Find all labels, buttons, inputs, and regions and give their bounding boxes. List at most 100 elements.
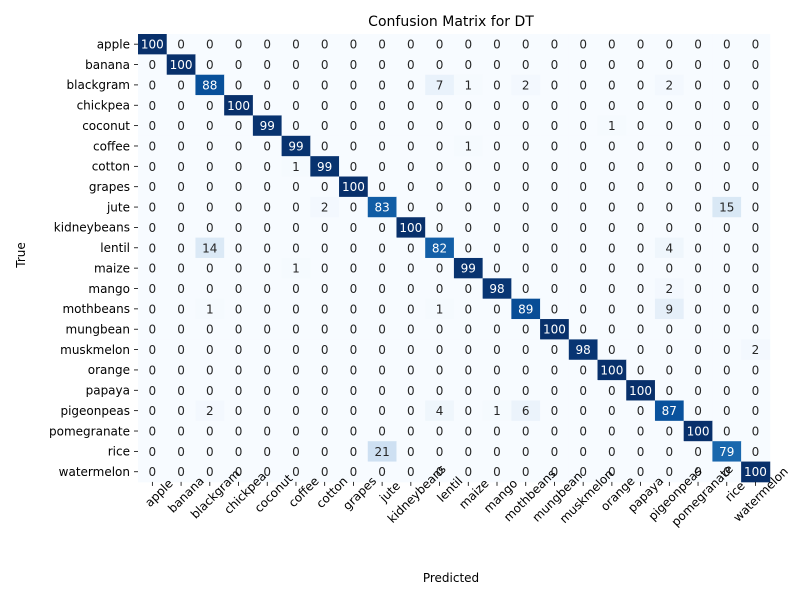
heatmap-cell	[195, 237, 225, 259]
y-tick-label: apple	[97, 37, 130, 51]
heatmap-cell	[482, 319, 512, 340]
heatmap-cell-label: 0	[493, 425, 501, 439]
heatmap-cell-label: 0	[436, 384, 444, 398]
heatmap-cell-label: 0	[350, 445, 358, 459]
heatmap-cell-label: 0	[723, 241, 731, 255]
heatmap-cell-label: 0	[350, 384, 358, 398]
heatmap-cell	[367, 380, 397, 401]
heatmap-cell-label: 0	[206, 384, 214, 398]
heatmap-cell	[482, 237, 512, 259]
heatmap-cell	[683, 34, 713, 55]
heatmap-cell-label: 0	[723, 262, 731, 276]
heatmap-cell-label: 0	[752, 384, 760, 398]
heatmap-cell-label: 0	[321, 302, 329, 316]
heatmap-cell-label: 0	[378, 139, 386, 153]
heatmap-cell	[597, 319, 627, 340]
heatmap-cell	[568, 176, 598, 198]
heatmap-cell-label: 0	[321, 180, 329, 194]
heatmap-cell-label: 0	[321, 262, 329, 276]
heatmap-cell	[654, 135, 685, 157]
heatmap-cell	[252, 380, 282, 401]
heatmap-cell	[511, 196, 541, 218]
heatmap-cell-label: 0	[206, 119, 214, 133]
heatmap-cell	[568, 237, 598, 259]
heatmap-cell-label: 0	[378, 99, 386, 113]
heatmap-cell-label: 0	[551, 343, 559, 357]
heatmap-cell	[511, 217, 541, 238]
heatmap-cell-label: 0	[637, 343, 645, 357]
heatmap-cell	[425, 319, 455, 340]
heatmap-cell-label: 0	[522, 465, 530, 479]
heatmap-cell	[654, 217, 685, 238]
heatmap-cell-label: 0	[235, 404, 243, 418]
heatmap-cell-label: 0	[235, 343, 243, 357]
heatmap-cell	[138, 359, 168, 381]
heatmap-cell	[281, 380, 311, 401]
heatmap-cell-label: 0	[235, 58, 243, 72]
heatmap-cell-label: 100	[600, 363, 623, 377]
heatmap-cell-label: 0	[752, 241, 760, 255]
heatmap-cell-label: 0	[522, 323, 530, 337]
heatmap-cell	[568, 74, 598, 96]
heatmap-cell-label: 0	[665, 465, 673, 479]
heatmap-cell-label: 14	[202, 241, 217, 255]
heatmap-cell-label: 0	[551, 302, 559, 316]
heatmap-cell	[626, 400, 656, 422]
heatmap-cell	[482, 380, 512, 401]
heatmap-cell-label: 0	[637, 262, 645, 276]
heatmap-cell	[138, 156, 168, 177]
heatmap-cell	[741, 34, 771, 55]
heatmap-cell-label: 0	[522, 384, 530, 398]
heatmap-cell	[654, 34, 685, 55]
heatmap-cell-label: 0	[579, 262, 587, 276]
heatmap-cell	[597, 380, 627, 401]
heatmap-cell-label: 9	[665, 302, 673, 316]
heatmap-cell	[281, 278, 311, 300]
heatmap-cell	[252, 420, 282, 442]
heatmap-cell	[568, 217, 598, 238]
heatmap-cell-label: 0	[292, 465, 300, 479]
heatmap-cell-label: 0	[551, 262, 559, 276]
heatmap-cell	[224, 217, 254, 238]
heatmap-cell-label: 0	[149, 384, 157, 398]
heatmap-cell	[425, 298, 455, 320]
heatmap-cell	[396, 196, 426, 218]
heatmap-cell	[367, 420, 397, 442]
heatmap-cell-label: 0	[407, 384, 415, 398]
heatmap-cell	[626, 339, 656, 361]
heatmap-cell-label: 0	[551, 180, 559, 194]
heatmap-cell	[568, 156, 598, 177]
heatmap-cell	[712, 135, 742, 157]
heatmap-cell	[540, 319, 570, 340]
heatmap-cell	[511, 400, 541, 422]
heatmap-cell	[482, 74, 512, 96]
heatmap-cell-label: 0	[608, 201, 616, 215]
heatmap-cell-label: 100	[543, 323, 566, 337]
heatmap-cell	[683, 115, 713, 137]
heatmap-cell-label: 0	[723, 139, 731, 153]
heatmap-cell-label: 0	[551, 221, 559, 235]
heatmap-cell	[741, 176, 771, 198]
heatmap-cell-label: 100	[141, 38, 164, 52]
heatmap-cell	[166, 278, 196, 300]
heatmap-cell	[453, 278, 484, 300]
heatmap-cell-label: 0	[752, 363, 760, 377]
heatmap-cell	[654, 380, 685, 401]
heatmap-cell	[540, 74, 570, 96]
y-tick-label: maize	[94, 261, 130, 275]
heatmap-cell-label: 0	[407, 465, 415, 479]
heatmap-cell	[195, 217, 225, 238]
heatmap-cell	[712, 359, 742, 381]
heatmap-cell	[252, 441, 282, 462]
heatmap-cell	[540, 237, 570, 259]
heatmap-cell-label: 0	[608, 221, 616, 235]
heatmap-cell-label: 0	[436, 221, 444, 235]
heatmap-cell-label: 0	[579, 160, 587, 174]
heatmap-cell-label: 0	[522, 241, 530, 255]
heatmap-cell-label: 0	[292, 99, 300, 113]
heatmap-cell-label: 0	[177, 201, 185, 215]
y-tick-label: muskmelon	[60, 343, 130, 357]
heatmap-cell-label: 0	[464, 58, 472, 72]
heatmap-cell	[741, 441, 771, 462]
heatmap-cell-label: 0	[263, 180, 271, 194]
